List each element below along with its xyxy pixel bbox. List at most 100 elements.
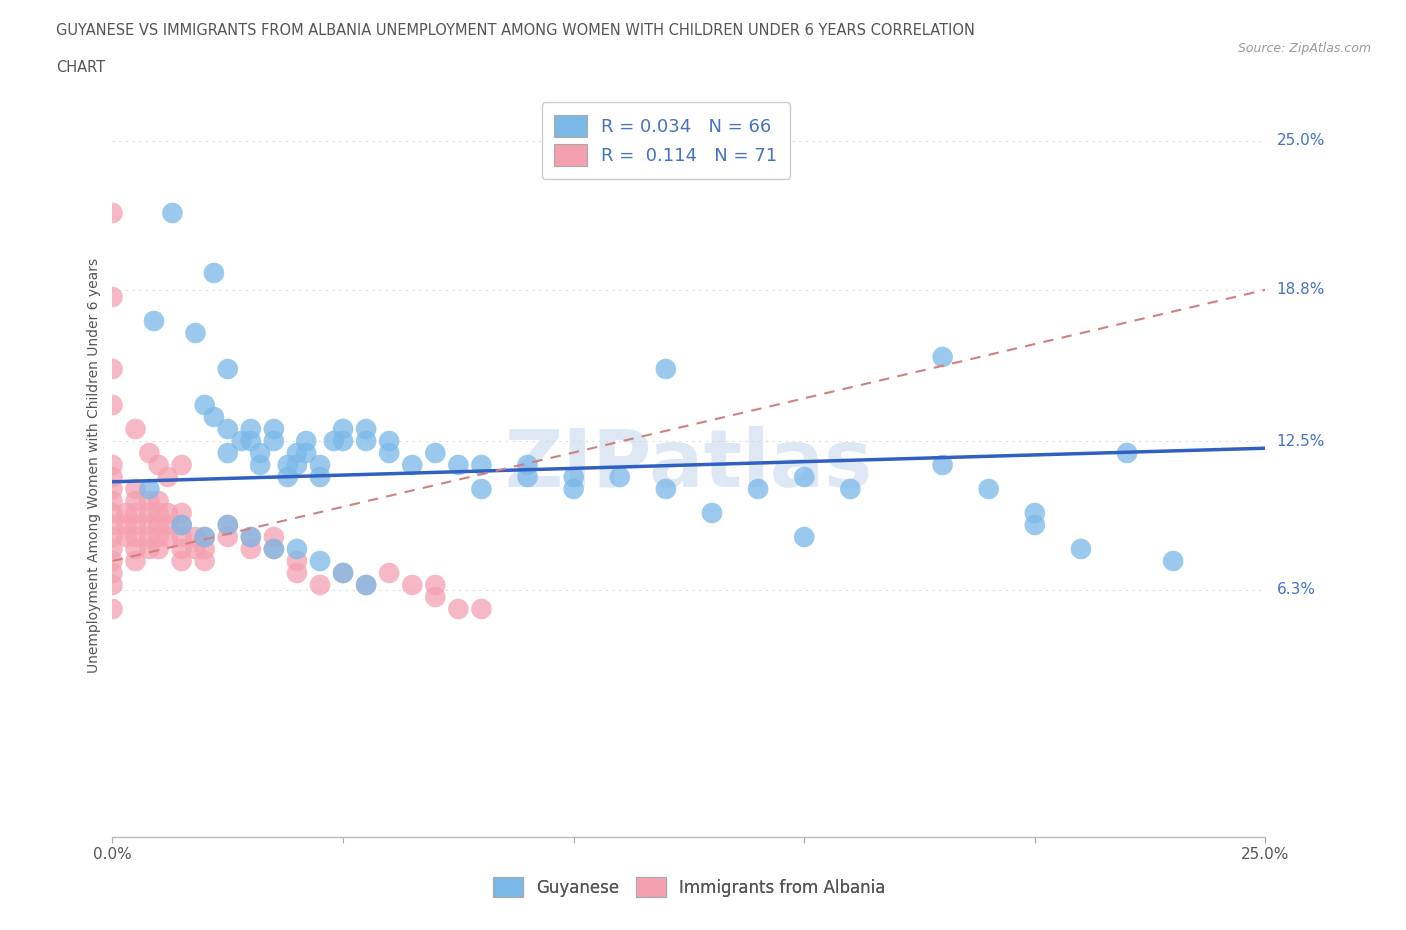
Point	[401, 578, 423, 592]
Point	[470, 482, 492, 497]
Point	[309, 578, 332, 592]
Point	[295, 445, 318, 460]
Point	[285, 553, 308, 568]
Point	[332, 433, 354, 448]
Point	[263, 433, 285, 448]
Text: ZIPatlas: ZIPatlas	[505, 426, 873, 504]
Point	[156, 518, 179, 533]
Point	[217, 518, 239, 533]
Point	[249, 458, 271, 472]
Point	[425, 445, 447, 460]
Point	[401, 458, 423, 472]
Point	[295, 433, 318, 448]
Point	[101, 529, 124, 544]
Point	[285, 445, 308, 460]
Point	[263, 421, 285, 436]
Point	[101, 494, 124, 509]
Point	[156, 470, 179, 485]
Point	[322, 433, 344, 448]
Point	[124, 494, 146, 509]
Point	[115, 506, 138, 521]
Point	[101, 397, 124, 412]
Point	[101, 458, 124, 472]
Point	[148, 494, 170, 509]
Point	[101, 482, 124, 497]
Point	[332, 565, 354, 580]
Point	[101, 553, 124, 568]
Point	[655, 362, 678, 377]
Point	[194, 529, 217, 544]
Point	[239, 529, 262, 544]
Point	[143, 313, 166, 328]
Point	[194, 529, 217, 544]
Point	[184, 541, 207, 556]
Point	[217, 518, 239, 533]
Point	[839, 482, 862, 497]
Point	[124, 506, 146, 521]
Point	[148, 529, 170, 544]
Point	[285, 458, 308, 472]
Point	[1116, 445, 1139, 460]
Point	[148, 506, 170, 521]
Point	[562, 482, 585, 497]
Point	[184, 529, 207, 544]
Point	[101, 578, 124, 592]
Point	[101, 362, 124, 377]
Point	[1024, 506, 1046, 521]
Point	[1024, 518, 1046, 533]
Point	[263, 529, 285, 544]
Point	[184, 326, 207, 340]
Point	[447, 602, 470, 617]
Point	[263, 541, 285, 556]
Point	[239, 541, 262, 556]
Point	[124, 553, 146, 568]
Point	[156, 529, 179, 544]
Text: 25.0%: 25.0%	[1277, 134, 1324, 149]
Point	[138, 541, 160, 556]
Point	[332, 421, 354, 436]
Point	[124, 541, 146, 556]
Point	[332, 565, 354, 580]
Point	[170, 518, 193, 533]
Point	[138, 482, 160, 497]
Point	[931, 350, 953, 365]
Point	[138, 506, 160, 521]
Point	[354, 578, 377, 592]
Point	[277, 470, 299, 485]
Text: 6.3%: 6.3%	[1277, 582, 1316, 597]
Text: CHART: CHART	[56, 60, 105, 75]
Point	[309, 470, 332, 485]
Point	[977, 482, 1000, 497]
Point	[239, 421, 262, 436]
Point	[285, 541, 308, 556]
Point	[1070, 541, 1092, 556]
Point	[101, 470, 124, 485]
Point	[170, 529, 193, 544]
Point	[354, 433, 377, 448]
Point	[138, 518, 160, 533]
Point	[793, 529, 815, 544]
Text: 12.5%: 12.5%	[1277, 433, 1324, 448]
Point	[309, 553, 332, 568]
Point	[1161, 553, 1184, 568]
Point	[354, 421, 377, 436]
Point	[378, 445, 401, 460]
Point	[115, 529, 138, 544]
Point	[115, 518, 138, 533]
Point	[249, 445, 271, 460]
Point	[470, 458, 492, 472]
Point	[263, 541, 285, 556]
Point	[931, 458, 953, 472]
Point	[425, 590, 447, 604]
Point	[217, 445, 239, 460]
Point	[231, 433, 253, 448]
Point	[239, 529, 262, 544]
Point	[354, 578, 377, 592]
Legend: Guyanese, Immigrants from Albania: Guyanese, Immigrants from Albania	[479, 864, 898, 910]
Point	[217, 362, 239, 377]
Point	[124, 482, 146, 497]
Point	[101, 289, 124, 304]
Point	[124, 529, 146, 544]
Point	[101, 541, 124, 556]
Point	[516, 458, 538, 472]
